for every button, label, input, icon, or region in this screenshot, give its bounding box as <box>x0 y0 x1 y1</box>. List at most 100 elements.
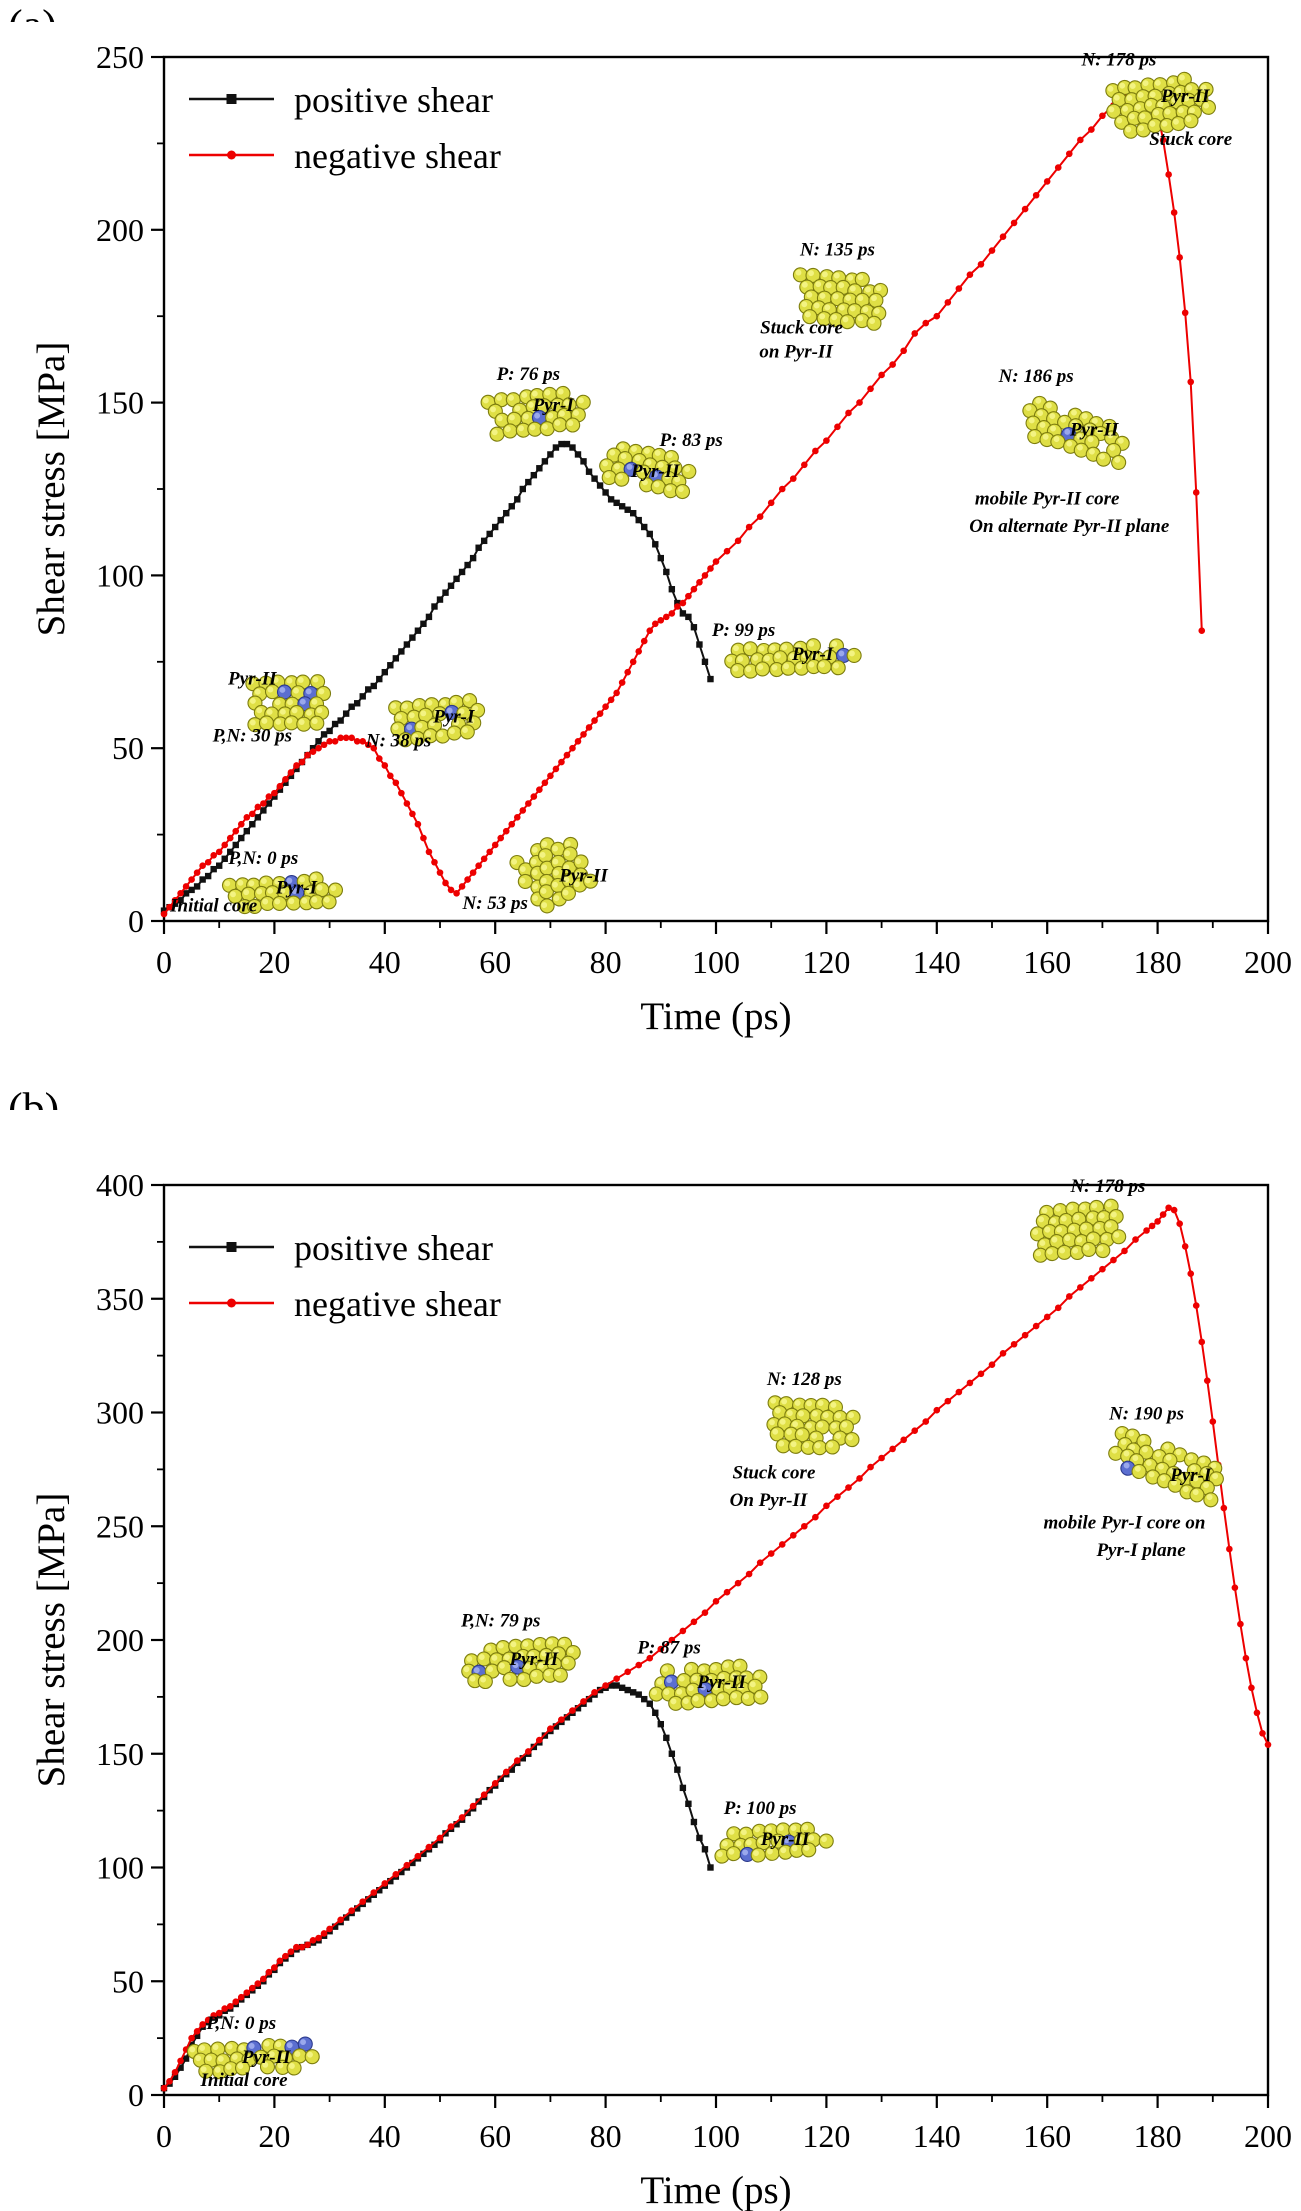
x-axis: 0 20 40 60 80 100 120 140 160 180 200 <box>156 2095 1292 2154</box>
series-positive-shear <box>160 440 714 914</box>
x-tick-label: 160 <box>1023 2118 1071 2154</box>
annotation-overlay: Pyr-I <box>1169 1465 1212 1486</box>
atom-cluster <box>480 385 591 442</box>
y-tick-label: 100 <box>96 557 144 593</box>
annotation-overlay: Pyr-II <box>630 461 680 482</box>
annotation-title: N: 128 ps <box>766 1369 842 1390</box>
series-negative-shear <box>160 77 1206 918</box>
x-tick-label: 120 <box>802 944 850 980</box>
x-tick-label: 60 <box>479 944 511 980</box>
annotation-caption: Pyr-I plane <box>1095 1540 1186 1561</box>
y-tick-label: 400 <box>96 1167 144 1203</box>
annotation-title: P,N: 79 ps <box>460 1610 540 1631</box>
annotation-caption: On alternate Pyr-II plane <box>969 516 1170 537</box>
atom-cluster <box>1029 1198 1127 1263</box>
x-tick-label: 40 <box>369 944 401 980</box>
annotation-overlay: Pyr-I <box>275 877 318 898</box>
x-tick-label: 200 <box>1244 2118 1292 2154</box>
annotation-caption: Stuck core <box>760 317 843 338</box>
y-tick-label: 100 <box>96 1850 144 1886</box>
y-tick-label: 300 <box>96 1395 144 1431</box>
annotation: P: 99 ps Pyr-I <box>711 620 862 679</box>
chart-background <box>0 22 1301 1090</box>
x-tick-label: 160 <box>1023 944 1071 980</box>
legend: positive shear negative shear <box>189 1228 501 1324</box>
y-tick-label: 150 <box>96 385 144 421</box>
x-tick-label: 180 <box>1134 2118 1182 2154</box>
legend-item: negative shear <box>189 136 501 176</box>
annotation-title: P: 99 ps <box>711 620 775 641</box>
legend-label: negative shear <box>294 1284 501 1324</box>
annotation-caption: Stuck core <box>1149 129 1232 150</box>
annotation: P: 87 ps Pyr-II <box>636 1638 769 1711</box>
y-tick-label: 200 <box>96 1622 144 1658</box>
y-axis-label: Shear stress [MPa] <box>30 1493 73 1788</box>
y-tick-label: 50 <box>112 730 144 766</box>
atom-cluster <box>1022 395 1130 471</box>
atom-cluster <box>461 1636 581 1690</box>
x-axis-label: Time (ps) <box>640 2169 791 2211</box>
atom-cluster <box>648 1658 769 1711</box>
atom-cluster <box>599 441 697 500</box>
annotation-title: N: 53 ps <box>461 893 527 914</box>
atom-cluster <box>724 638 862 679</box>
annotation-overlay: Pyr-I <box>532 395 575 416</box>
axes: 0 20 40 60 80 100 120 140 160 180 200 0 50 100 150 200 2… <box>96 1167 1292 2154</box>
annotation-overlay: Pyr-II <box>1069 419 1119 440</box>
y-tick-label: 250 <box>96 1508 144 1544</box>
annotation-caption: Initial core <box>199 2070 288 2091</box>
annotation-caption: On Pyr-II <box>730 1490 808 1511</box>
x-axis: 0 20 40 60 80 100 120 140 160 180 200 <box>156 921 1292 980</box>
legend-label: positive shear <box>294 80 493 120</box>
annotation-overlay: Pyr-I <box>791 644 834 665</box>
annotation-overlay: Pyr-II <box>558 865 608 886</box>
x-tick-label: 180 <box>1134 944 1182 980</box>
x-axis-label: Time (ps) <box>640 995 791 1038</box>
x-tick-label: 40 <box>369 2118 401 2154</box>
atom-cluster <box>186 2036 320 2080</box>
y-tick-label: 350 <box>96 1281 144 1317</box>
annotation: N: 135 ps Stuck core on Pyr-II <box>759 240 889 363</box>
x-tick-label: 80 <box>590 2118 622 2154</box>
x-tick-label: 60 <box>479 2118 511 2154</box>
x-tick-label: 100 <box>692 944 740 980</box>
annotation-title: N: 178 ps <box>1080 50 1156 71</box>
annotation-overlay: Pyr-II <box>1160 86 1210 107</box>
annotation: N: 53 ps Pyr-II <box>461 836 608 914</box>
axes: 0 20 40 60 80 100 120 140 160 180 200 0 50 100 150 200 2… <box>96 39 1292 980</box>
x-tick-label: 200 <box>1244 944 1292 980</box>
atom-cluster <box>792 267 889 331</box>
annotation-overlay: Pyr-II <box>760 1829 810 1850</box>
annotation-caption: Initial core <box>169 895 258 916</box>
annotation-caption: Stuck core <box>733 1462 816 1483</box>
x-tick-label: 100 <box>692 2118 740 2154</box>
atom-cluster <box>221 871 344 915</box>
annotation-title: N: 190 ps <box>1108 1403 1184 1424</box>
annotation: P,N: 30 ps Pyr-II <box>212 668 332 746</box>
annotation-title: P: 87 ps <box>636 1638 700 1659</box>
annotation-overlay: Pyr-II <box>696 1672 746 1693</box>
y-axis-label: Shear stress [MPa] <box>30 342 73 637</box>
y-tick-label: 50 <box>112 1963 144 1999</box>
annotation-title: N: 135 ps <box>799 240 875 261</box>
legend-label: positive shear <box>294 1228 493 1268</box>
atom-cluster <box>245 674 332 733</box>
atom-cluster <box>714 1821 834 1864</box>
annotation-title: P: 83 ps <box>658 430 722 451</box>
annotation-overlay: Pyr-II <box>227 668 277 689</box>
atom-cluster <box>1108 1425 1224 1508</box>
annotation-title: P,N: 0 ps <box>227 848 298 869</box>
x-tick-label: 20 <box>258 944 290 980</box>
annotation-title: P: 76 ps <box>496 364 560 385</box>
x-tick-label: 0 <box>156 2118 172 2154</box>
annotation: P: 100 ps Pyr-II <box>714 1798 834 1864</box>
legend-label: negative shear <box>294 136 501 176</box>
annotation: N: 186 ps Pyr-II mobile Pyr-II core On alte… <box>969 366 1170 537</box>
annotation-caption: on Pyr-II <box>759 342 833 363</box>
y-axis: 0 50 100 150 200 250 300 350 400 <box>96 1167 164 2113</box>
chart-panel-b: 0 20 40 60 80 100 120 140 160 180 200 0 50 100 150 200 2… <box>0 1110 1301 2211</box>
